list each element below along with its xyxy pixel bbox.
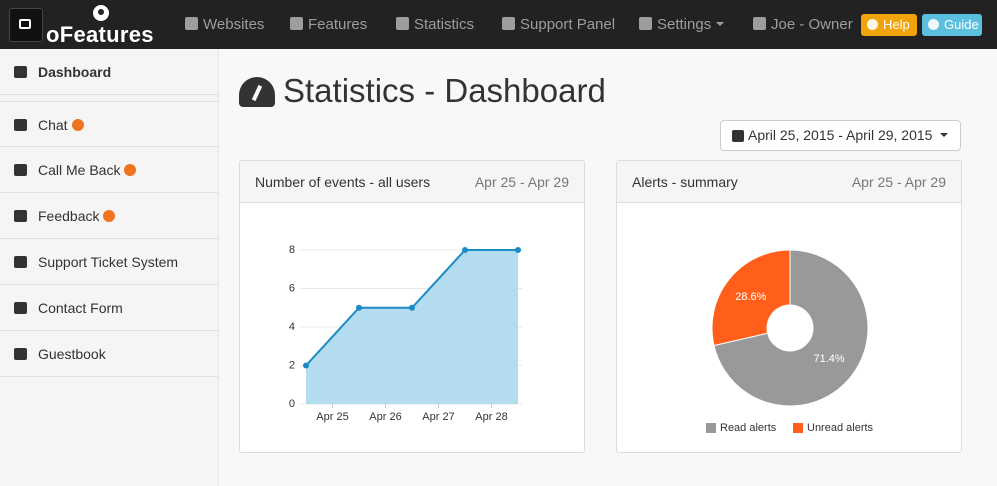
pie-slice xyxy=(713,249,869,407)
nav-text: Statistics xyxy=(414,16,475,33)
navbar: oFeatures Websites Features Statistics S… xyxy=(0,0,997,49)
x-tick-label: Apr 28 xyxy=(475,411,507,423)
legend-label: Unread alerts xyxy=(807,422,874,434)
y-tick-label: 8 xyxy=(289,244,295,256)
nav-link[interactable]: Statistics xyxy=(396,16,474,33)
slice-label: 71.4% xyxy=(814,353,845,365)
menu-toggle[interactable] xyxy=(9,8,43,42)
nav-text: Joe - Owner xyxy=(771,16,853,33)
y-tick-label: 0 xyxy=(289,398,295,410)
brand-logo xyxy=(93,5,109,21)
nav-dropdown[interactable]: Settings xyxy=(639,16,725,33)
area xyxy=(306,250,518,404)
page-title: Statistics - Dashboard xyxy=(283,72,606,109)
legend-swatch xyxy=(793,423,803,433)
legend-label: Read alerts xyxy=(720,422,777,434)
panel-range: Apr 25 - Apr 29 xyxy=(474,174,569,190)
date-range-picker[interactable]: April 25, 2015 - April 29, 2015 xyxy=(720,120,961,151)
sidebar-item[interactable]: Chat xyxy=(0,101,218,147)
sidebar-item[interactable]: Support Ticket System xyxy=(0,239,218,285)
sidebar-text: Feedback xyxy=(38,208,100,224)
sidebar-item[interactable]: Call Me Back xyxy=(0,147,218,193)
x-tick-label: Apr 27 xyxy=(422,411,454,423)
help-button[interactable]: Help xyxy=(861,14,917,36)
dashboard-icon xyxy=(239,77,275,107)
date-range-text: April 25, 2015 - April 29, 2015 xyxy=(748,127,933,143)
point xyxy=(409,304,415,311)
slice-label: 28.6% xyxy=(735,291,766,303)
sidebar-item[interactable]: Dashboard xyxy=(0,49,218,95)
sidebar-item[interactable]: Guestbook xyxy=(0,331,218,377)
sidebar-text: Contact Form xyxy=(38,300,123,316)
x-tick-label: Apr 26 xyxy=(369,411,401,423)
panel-heading: Alerts - summary Apr 25 - Apr 29 xyxy=(617,161,961,203)
point xyxy=(303,362,309,369)
sidebar-text: Chat xyxy=(38,117,68,133)
sidebar-item[interactable]: Feedback xyxy=(0,193,218,239)
nav-link[interactable]: Features xyxy=(290,16,367,33)
y-tick-label: 4 xyxy=(289,321,295,333)
panel-heading: Number of events - all users Apr 25 - Apr… xyxy=(240,161,584,203)
nav-text: Settings xyxy=(657,16,712,33)
legend-swatch xyxy=(706,423,716,433)
sidebar-text: Call Me Back xyxy=(38,162,121,178)
x-tick-label: Apr 25 xyxy=(316,411,348,423)
panel-title: Number of events - all users xyxy=(255,174,431,190)
sidebar-text: Dashboard xyxy=(38,64,112,80)
sidebar-text: Support Ticket System xyxy=(38,254,179,270)
point xyxy=(515,247,521,253)
nav-link[interactable]: Websites xyxy=(185,16,264,33)
nav-text: Features xyxy=(308,16,368,33)
pie-slice xyxy=(711,249,791,347)
brand[interactable]: oFeatures xyxy=(46,22,154,47)
y-tick-label: 2 xyxy=(289,359,295,371)
guide-button[interactable]: Guide xyxy=(922,14,982,36)
y-tick-label: 6 xyxy=(289,282,295,294)
nav-link[interactable]: Support Panel xyxy=(502,16,615,33)
panel-title: Alerts - summary xyxy=(632,174,738,190)
sidebar: Dashboard Chat Call Me Back Feedback Sup… xyxy=(0,49,219,486)
sidebar-text: Guestbook xyxy=(38,346,106,362)
nav-text: Support Panel xyxy=(520,16,616,33)
point xyxy=(356,304,362,311)
user-menu[interactable]: Joe - Owner xyxy=(753,16,853,33)
panel-range: Apr 25 - Apr 29 xyxy=(851,174,946,190)
point xyxy=(462,247,468,253)
nav-text: Websites xyxy=(203,16,265,33)
sidebar-item[interactable]: Contact Form xyxy=(0,285,218,331)
